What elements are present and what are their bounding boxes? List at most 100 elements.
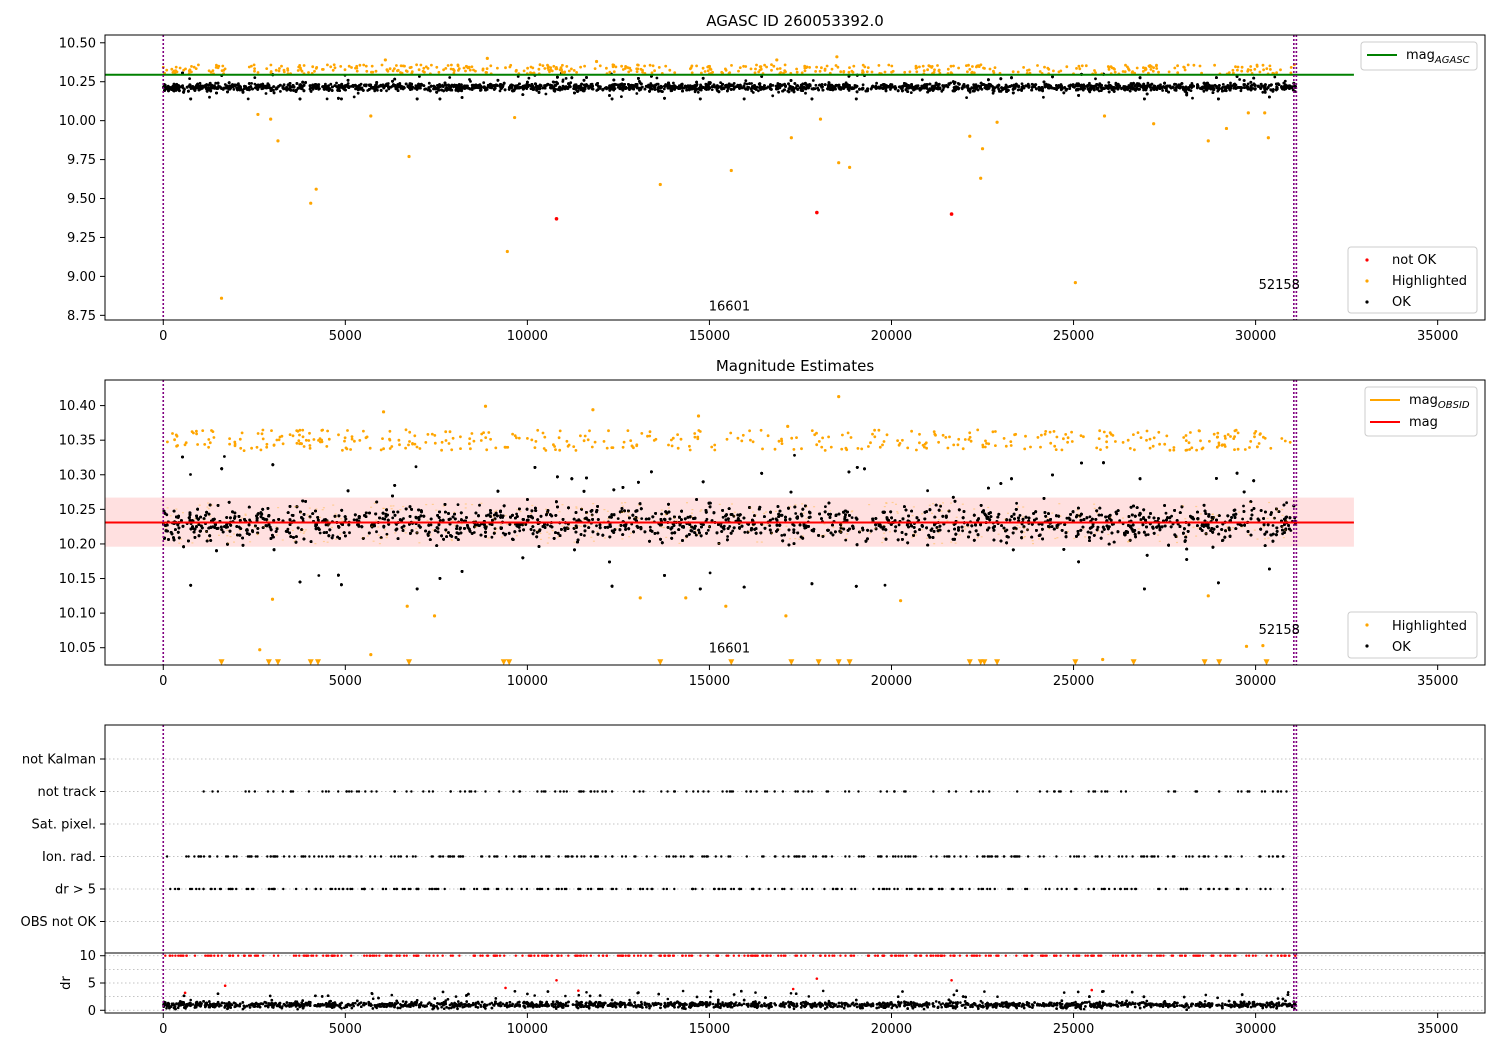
ok-point [1173,82,1176,86]
ok-point [299,83,302,86]
ok-point [554,87,557,91]
ok-point [656,88,660,91]
ok-point [1162,85,1165,89]
ok-point [909,91,913,94]
ok-point [552,80,556,84]
ok-point [272,85,276,88]
ok-point [999,89,1003,93]
ok-point [710,88,714,91]
ok-point [961,84,965,88]
ok-point [1246,85,1250,89]
ok-point [196,82,200,86]
ok-point [1030,86,1034,89]
ok-point [375,81,379,84]
ok-point [804,81,807,85]
ok-point [621,88,625,92]
ok-point [440,88,443,92]
ok-point [1068,87,1072,90]
ok-point [227,81,231,85]
ok-point [934,81,938,85]
ok-point [214,81,218,85]
ok-point [537,91,541,94]
ok-point [694,88,698,92]
ok-point [1283,79,1287,83]
ok-point [360,86,364,90]
ok-point [685,88,689,92]
ok-point [438,97,442,101]
ok-point [985,84,989,88]
ok-point [1215,86,1219,90]
ok-point [719,81,722,84]
ok-point [957,87,960,91]
ok-point [288,88,291,91]
ok-point [337,96,340,100]
ok-point [817,88,820,92]
ok-point [687,88,691,92]
ok-point [965,96,968,99]
ok-point [503,88,507,92]
ok-point [1020,82,1024,86]
ok-point [885,84,889,88]
ok-point [898,85,902,89]
ok-point [1010,76,1013,80]
ok-point [635,92,639,95]
ok-point [1159,83,1162,87]
ok-point [1243,86,1246,89]
ok-point [1123,88,1127,92]
ok-point [787,82,790,86]
ok-point [621,78,625,81]
ok-point [241,90,245,94]
panel1-data-points [161,55,1297,300]
ok-point [1259,82,1263,86]
ok-point [618,83,622,86]
ok-point [750,89,754,93]
ok-point [1112,90,1116,93]
ok-point [424,87,427,91]
ok-point [1271,88,1275,91]
ok-point [1129,85,1133,89]
ok-point [1238,78,1241,81]
ok-point [214,86,217,89]
ok-point [1128,89,1132,93]
ok-point [385,89,388,93]
ok-point [526,85,530,88]
ok-point [1082,84,1086,88]
ok-point [644,84,648,88]
ok-point [340,97,343,101]
ok-point [1042,95,1045,99]
ok-point [1261,90,1265,94]
ok-point [295,82,299,85]
ok-point [561,84,565,88]
ok-point [639,87,643,90]
ok-point [889,83,893,86]
ok-point [858,87,861,91]
ok-point [1080,83,1083,87]
ok-point [1067,84,1071,88]
ok-point [1204,88,1208,91]
ok-point [957,82,961,86]
ok-point [374,83,378,87]
ok-point [721,82,724,86]
ok-point [522,84,525,88]
ok-point [308,84,312,88]
ok-point [1116,87,1120,91]
ok-point [352,95,356,99]
ok-point [335,81,338,85]
ok-point [585,83,588,87]
ok-point [246,97,250,101]
ok-point [979,86,982,89]
ok-point [1051,75,1054,79]
ok-point [681,89,684,93]
ok-point [498,89,502,93]
ok-point [976,88,980,92]
ok-point [566,87,570,90]
ok-point [215,91,218,95]
ok-point [331,85,334,89]
ok-point [1185,91,1189,95]
ok-point [787,90,791,94]
ok-point [468,78,471,81]
ok-point [1012,83,1016,87]
ok-point [732,82,736,85]
ok-point [396,83,400,87]
